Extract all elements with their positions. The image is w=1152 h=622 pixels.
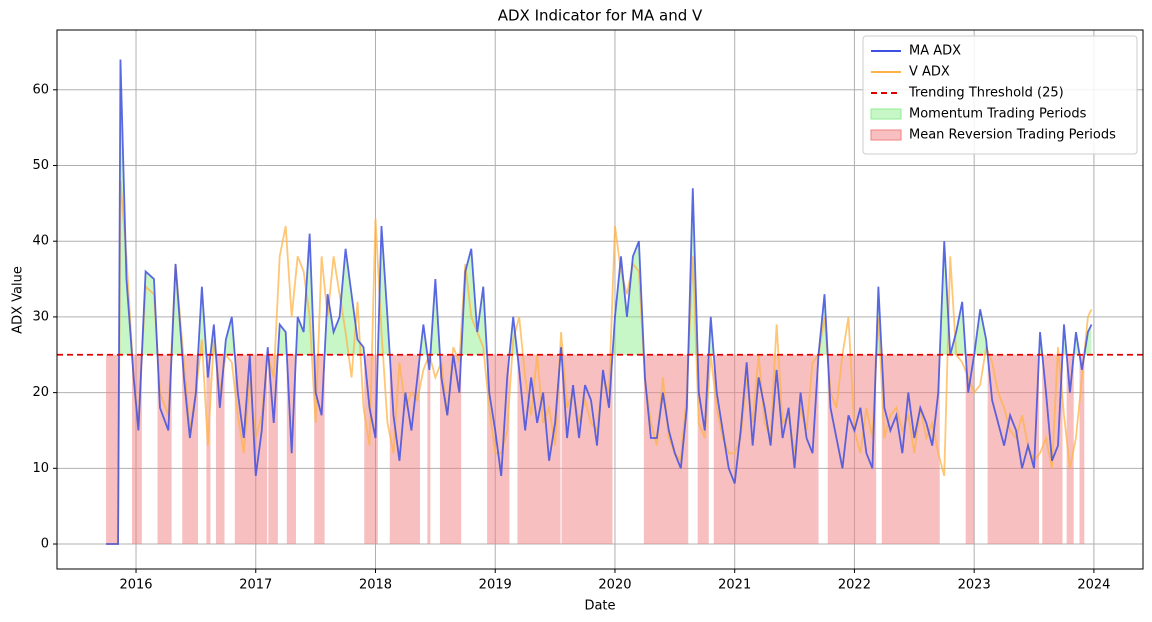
legend-label: Mean Reversion Trading Periods xyxy=(909,128,1116,143)
legend-label: MA ADX xyxy=(909,44,961,59)
x-tick-label: 2024 xyxy=(1077,578,1110,593)
mean-reversion-fill xyxy=(561,354,613,545)
x-tick-label: 2020 xyxy=(598,578,631,593)
x-tick-label: 2022 xyxy=(838,578,871,593)
legend-label: V ADX xyxy=(909,65,950,80)
momentum-fill xyxy=(324,248,365,355)
momentum-fill xyxy=(171,263,183,355)
mean-reversion-fill xyxy=(268,354,278,545)
legend-label: Trending Threshold (25) xyxy=(908,86,1064,101)
legend-label: Momentum Trading Periods xyxy=(909,107,1087,122)
mean-reversion-fill xyxy=(643,354,689,545)
mean-reversion-fill xyxy=(314,354,325,545)
x-axis-label: Date xyxy=(584,599,615,614)
y-tick-label: 20 xyxy=(32,385,49,400)
mean-reversion-fill xyxy=(713,354,819,545)
x-tick-label: 2018 xyxy=(359,578,392,593)
mean-reversion-fill xyxy=(1066,354,1074,545)
mean-reversion-fill xyxy=(106,354,120,545)
mean-reversion-fill xyxy=(517,354,561,545)
momentum-fill xyxy=(974,309,988,355)
y-axis-label: ADX Value xyxy=(11,266,26,334)
mean-reversion-fill xyxy=(216,354,225,545)
momentum-fill xyxy=(430,279,440,355)
plot-frame xyxy=(56,29,1144,570)
chart-title: ADX Indicator for MA and V xyxy=(498,7,703,25)
mean-reversion-fill xyxy=(697,354,709,545)
y-tick-label: 40 xyxy=(32,234,49,249)
mean-reversion-fill xyxy=(881,354,940,545)
mean-reversion-fill xyxy=(1079,354,1085,545)
x-tick-label: 2016 xyxy=(119,578,152,593)
mean-reversion-fill xyxy=(131,354,142,545)
x-tick-label: 2017 xyxy=(239,578,272,593)
y-tick-label: 0 xyxy=(41,537,49,552)
legend-swatch xyxy=(870,108,902,120)
x-tick-label: 2023 xyxy=(958,578,991,593)
x-tick-label: 2021 xyxy=(718,578,751,593)
series-line xyxy=(106,59,1093,545)
y-tick-label: 30 xyxy=(32,309,49,324)
legend: MA ADX V ADX Trending Threshold (25) Moment… xyxy=(862,35,1138,155)
legend-swatch xyxy=(870,129,902,141)
momentum-fill xyxy=(198,286,207,355)
y-tick-label: 60 xyxy=(32,82,49,97)
x-tick-label: 2019 xyxy=(479,578,512,593)
mean-reversion-fill xyxy=(364,354,378,545)
mean-reversion-fill xyxy=(427,354,431,545)
legend-box xyxy=(862,35,1138,155)
mean-reversion-fill xyxy=(389,354,420,545)
y-tick-label: 10 xyxy=(32,461,49,476)
momentum-fill xyxy=(461,248,488,355)
y-tick-label: 50 xyxy=(32,158,49,173)
mean-reversion-fill xyxy=(965,354,975,545)
mean-reversion-fill xyxy=(206,354,211,545)
